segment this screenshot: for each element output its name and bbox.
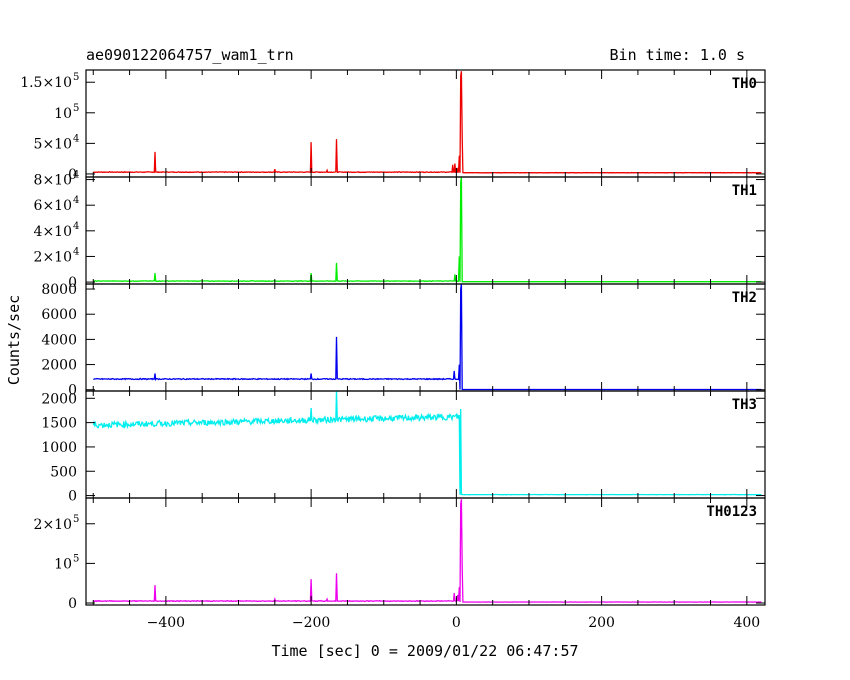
y-tick-label: 1000 [41, 440, 77, 456]
x-tick-label: 400 [733, 615, 760, 631]
y-tick-label: 10 [54, 556, 72, 572]
y-tick-label: 4000 [41, 332, 77, 348]
panel-th0123: 010 52×10 5 TH0123 [34, 497, 766, 612]
y-tick-label: 6×10 [34, 198, 72, 214]
x-tick-label: 0 [452, 615, 461, 631]
y-tick-label: 1.5×10 [20, 75, 72, 91]
panel-label: TH2 [732, 290, 757, 306]
y-tick-label: 0 [68, 167, 77, 183]
panel-frame [85, 176, 766, 285]
y-tick-exponent: 4 [73, 133, 79, 144]
series-line-th1 [93, 176, 762, 283]
panel-th3: 0 500 1000 1500 2000 TH3 [41, 390, 766, 505]
y-tick-label: 2×10 [34, 249, 72, 265]
y-tick-label: 0 [68, 489, 77, 505]
y-tick-exponent: 5 [73, 103, 79, 114]
chart-title: ae090122064757_wam1_trn [86, 46, 294, 64]
x-tick-label: −400 [147, 615, 185, 631]
y-tick-label: 2000 [41, 358, 77, 374]
y-tick-exponent: 5 [73, 514, 79, 525]
y-tick-label: 10 [54, 106, 72, 122]
y-tick-exponent: 4 [73, 170, 79, 181]
y-tick-label: 8×10 [34, 173, 72, 189]
y-tick-exponent: 4 [73, 195, 79, 206]
panel-label: TH1 [732, 183, 757, 199]
panel-frame [85, 497, 766, 606]
x-tick-label: 200 [588, 615, 615, 631]
x-axis-label: Time [sec] 0 = 2009/01/22 06:47:57 [271, 642, 578, 660]
panel-label: TH0123 [706, 504, 757, 520]
y-axis-label: Counts/sec [5, 295, 23, 385]
y-tick-label: 1500 [41, 416, 77, 432]
panel-th0: 05×10 410 51.5×10 5 TH0 [20, 69, 766, 183]
y-tick-exponent: 5 [73, 553, 79, 564]
panel-frame [85, 390, 766, 499]
y-tick-exponent: 4 [73, 221, 79, 232]
panel-frame [85, 69, 766, 178]
y-tick-label: 0 [68, 275, 77, 291]
y-tick-label: 2×10 [34, 517, 72, 533]
y-tick-exponent: 5 [73, 72, 79, 83]
y-tick-label: 5×10 [34, 136, 72, 152]
series-line-th3 [92, 390, 762, 496]
series-line-th2 [93, 283, 762, 391]
series-line-th0 [93, 71, 762, 174]
y-tick-label: 2000 [41, 391, 77, 407]
x-tick-label: −200 [292, 615, 330, 631]
y-tick-label: 6000 [41, 307, 77, 323]
y-tick-label: 0 [68, 383, 77, 399]
panel-th2: 0 2000 4000 6000 8000 TH2 [41, 282, 766, 399]
y-tick-label: 4×10 [34, 224, 72, 240]
y-tick-label: 0 [68, 596, 77, 612]
panel-frame [85, 283, 766, 392]
series-line-th0123 [93, 499, 762, 603]
y-tick-label: 500 [50, 464, 77, 480]
panel-label: TH3 [732, 397, 757, 413]
y-tick-label: 8000 [41, 282, 77, 298]
panel-label: TH0 [732, 76, 757, 92]
y-tick-exponent: 4 [73, 246, 79, 257]
bin-time-label: Bin time: 1.0 s [610, 46, 745, 64]
